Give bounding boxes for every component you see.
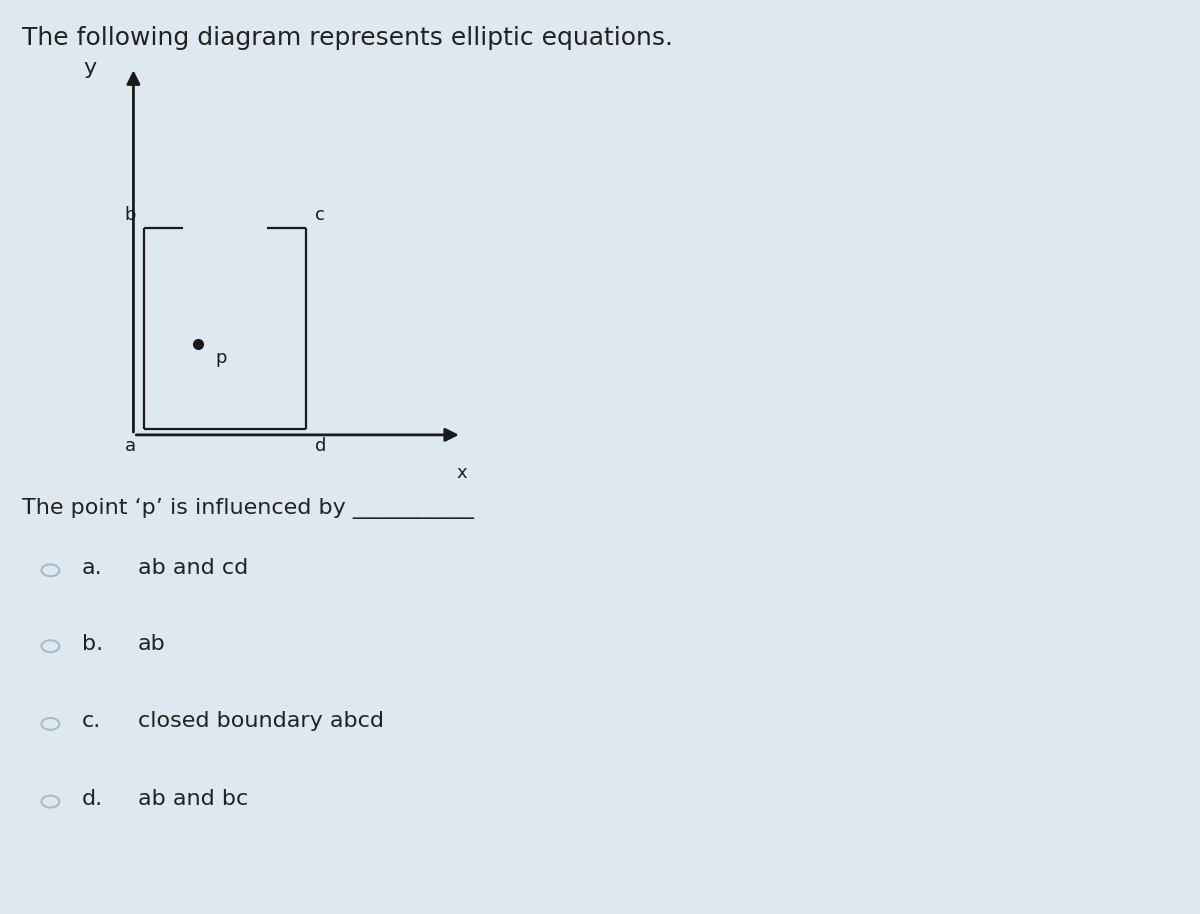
Text: The following diagram represents elliptic equations.: The following diagram represents ellipti… bbox=[22, 26, 673, 49]
Text: c: c bbox=[314, 206, 325, 224]
Text: c.: c. bbox=[82, 711, 101, 731]
Text: x: x bbox=[456, 464, 467, 482]
Text: d: d bbox=[314, 437, 326, 455]
Text: p: p bbox=[215, 348, 227, 367]
Text: ab: ab bbox=[138, 633, 166, 654]
Text: b.: b. bbox=[82, 633, 103, 654]
Text: y: y bbox=[84, 58, 97, 78]
Text: d.: d. bbox=[82, 789, 103, 809]
Text: a: a bbox=[125, 437, 136, 455]
Text: b: b bbox=[124, 206, 136, 224]
Text: ab and cd: ab and cd bbox=[138, 558, 248, 578]
Text: a.: a. bbox=[82, 558, 102, 578]
Text: ab and bc: ab and bc bbox=[138, 789, 248, 809]
Text: closed boundary abcd: closed boundary abcd bbox=[138, 711, 384, 731]
Text: The point ‘p’ is influenced by ___________: The point ‘p’ is influenced by _________… bbox=[22, 498, 474, 519]
